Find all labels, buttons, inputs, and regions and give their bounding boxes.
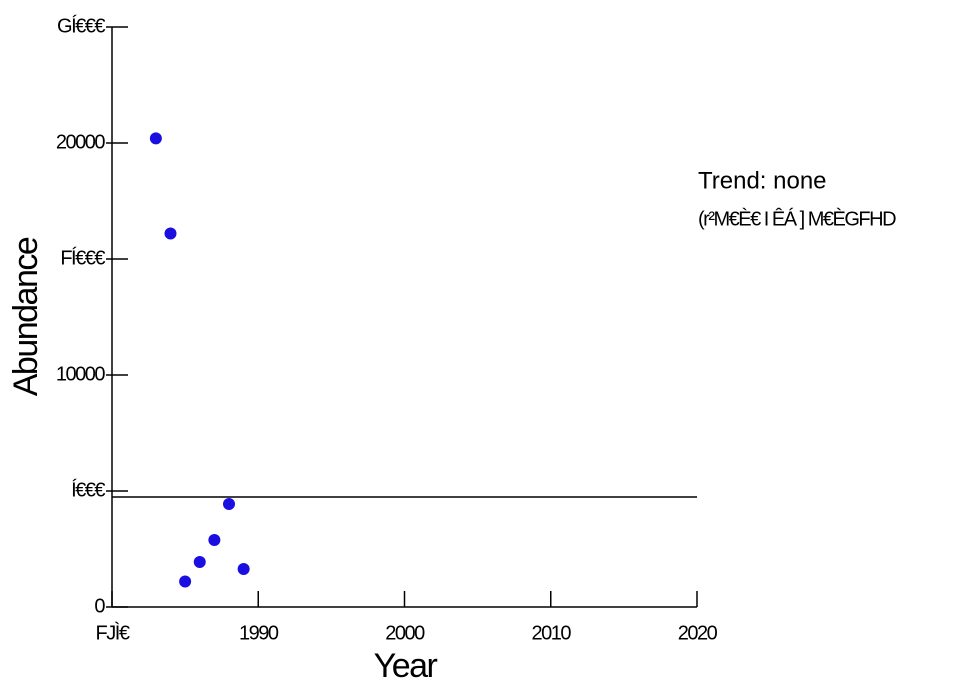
y-tick-label: 0 [94, 595, 105, 617]
point [164, 227, 177, 240]
x-tick-label: 2010 [532, 622, 572, 644]
x-tick-label: 1990 [239, 622, 279, 644]
y-tick-label: GÍ€€€ [57, 14, 105, 37]
x-tick-label: 2020 [678, 622, 718, 644]
y-axis-label: Abundance [7, 237, 45, 396]
y-tick-label: Í€€€ [71, 478, 105, 501]
y-tick-label: 10000 [56, 363, 105, 385]
annotation: Trend: none [698, 167, 827, 194]
point [193, 555, 206, 568]
point [237, 562, 250, 575]
x-tick-label: FJÌ€ [96, 621, 130, 644]
point [208, 533, 221, 546]
y-tick-label: 20000 [56, 131, 105, 153]
x-axis-label: Year [374, 647, 438, 685]
annotation: (r²M€È€ I ÊÁ ] M€ÈGFHD [698, 207, 896, 230]
point [179, 575, 192, 588]
point [223, 497, 235, 510]
point [149, 132, 162, 145]
y-tick-label: FÍ€€€ [60, 246, 105, 269]
x-tick-label: 2000 [385, 622, 425, 644]
